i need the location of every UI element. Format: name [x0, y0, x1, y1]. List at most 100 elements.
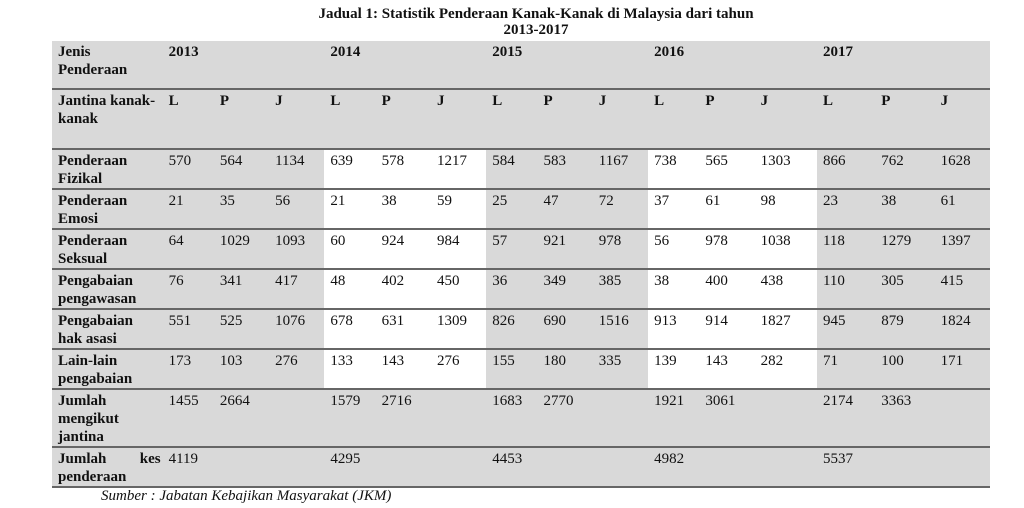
gender-header: P — [213, 89, 270, 150]
gender-header: L — [816, 89, 876, 150]
table-cell: 826 — [486, 309, 538, 350]
table-cell: 48 — [324, 269, 376, 310]
table-row: Pengabaian pengawasan 76 341 417 48 402 450 36 3… — [52, 269, 990, 310]
table-cell: 60 — [324, 229, 376, 270]
table-cell: 341 — [213, 269, 270, 310]
table-cell: 1683 — [486, 389, 538, 448]
table-cell: 21 — [162, 189, 214, 230]
table-cell: 1455 — [162, 389, 214, 448]
table-cell: 631 — [375, 309, 431, 350]
table-cell: 47 — [537, 189, 593, 230]
table-cell: 61 — [934, 189, 990, 230]
table-cell: 639 — [324, 149, 376, 190]
row-label: Jenis Penderaan — [52, 41, 163, 90]
table-cell: 98 — [754, 189, 817, 230]
table-cell: 139 — [648, 349, 700, 390]
table-cell: 565 — [699, 149, 755, 190]
table-cell: 349 — [537, 269, 593, 310]
table-cell: 23 — [816, 189, 876, 230]
table-cell: 61 — [699, 189, 755, 230]
table-cell: 1038 — [754, 229, 817, 270]
table-cell: 584 — [486, 149, 538, 190]
table-cell: 914 — [699, 309, 755, 350]
table-cell: 2770 — [537, 389, 593, 448]
table-cell: 1824 — [934, 309, 990, 350]
year-header: 2017 — [816, 41, 990, 90]
table-cell: 35 — [213, 189, 270, 230]
table-cell: 4982 — [648, 447, 817, 488]
table-cell: 173 — [162, 349, 214, 390]
table-cell: 1076 — [269, 309, 325, 350]
table-cell: 276 — [430, 349, 487, 390]
table-cell: 1134 — [269, 149, 325, 190]
gender-header: P — [537, 89, 593, 150]
table-cell: 76 — [162, 269, 214, 310]
table-cell: 978 — [699, 229, 755, 270]
table-cell: 762 — [875, 149, 935, 190]
year-header: 2016 — [648, 41, 817, 90]
table-cell: 385 — [592, 269, 649, 310]
row-label: Jumlah mengikut jantina — [52, 389, 163, 448]
gender-header: L — [324, 89, 376, 150]
total-gender-row: Jumlah mengikut jantina 1455 2664 1579 2716 1… — [52, 389, 990, 448]
table-cell: 72 — [592, 189, 649, 230]
table-cell: 551 — [162, 309, 214, 350]
row-label: Pengabaian pengawasan — [52, 269, 163, 310]
table-cell: 978 — [592, 229, 649, 270]
table-cell: 57 — [486, 229, 538, 270]
table-cell: 4119 — [162, 447, 325, 488]
row-label: Penderaan Fizikal — [52, 149, 163, 190]
table-cell: 56 — [269, 189, 325, 230]
table-cell: 984 — [430, 229, 487, 270]
table-cell: 438 — [754, 269, 817, 310]
gender-header: L — [648, 89, 700, 150]
table-cell: 1397 — [934, 229, 990, 270]
table-cell: 100 — [875, 349, 935, 390]
total-cases-row: Jumlah kes penderaan 4119 4295 4453 4982 5537 — [52, 447, 990, 488]
table-cell: 921 — [537, 229, 593, 270]
table-cell: 1217 — [430, 149, 487, 190]
table-cell: 1093 — [269, 229, 325, 270]
table-row: Pengabaian hak asasi 551 525 1076 678 631 1309… — [52, 309, 990, 350]
gender-header-row: Jantina kanak-kanak L P J L P J L P J L P J L P J — [52, 89, 990, 150]
table-cell: 690 — [537, 309, 593, 350]
table-cell: 1579 — [324, 389, 376, 448]
row-label: Lain-lain pengabaian — [52, 349, 163, 390]
gender-header: J — [430, 89, 487, 150]
title-line-1: Jadual 1: Statistik Penderaan Kanak-Kana… — [318, 6, 754, 22]
table-cell: 155 — [486, 349, 538, 390]
table-cell: 1309 — [430, 309, 487, 350]
table-cell: 400 — [699, 269, 755, 310]
table-cell: 25 — [486, 189, 538, 230]
table-cell — [754, 389, 817, 448]
table-cell: 21 — [324, 189, 376, 230]
gender-header: J — [754, 89, 817, 150]
table-cell: 1628 — [934, 149, 990, 190]
table-cell: 59 — [430, 189, 487, 230]
table-cell: 276 — [269, 349, 325, 390]
table-cell: 525 — [213, 309, 270, 350]
table-cell: 1827 — [754, 309, 817, 350]
table-cell: 578 — [375, 149, 431, 190]
table-cell: 282 — [754, 349, 817, 390]
row-label: Penderaan Seksual — [52, 229, 163, 270]
table-cell: 2174 — [816, 389, 876, 448]
table-cell: 417 — [269, 269, 325, 310]
table-cell: 56 — [648, 229, 700, 270]
row-label: Jumlah kes penderaan — [52, 447, 163, 488]
table-cell: 143 — [699, 349, 755, 390]
table-cell: 103 — [213, 349, 270, 390]
gender-header: P — [875, 89, 935, 150]
table-cell: 1516 — [592, 309, 649, 350]
table-cell: 36 — [486, 269, 538, 310]
gender-header: P — [699, 89, 755, 150]
table-cell: 415 — [934, 269, 990, 310]
table-cell: 450 — [430, 269, 487, 310]
gender-header: P — [375, 89, 431, 150]
source-note: Sumber : Jabatan Kebajikan Masyarakat (J… — [101, 488, 392, 504]
table-cell: 37 — [648, 189, 700, 230]
year-header: 2015 — [486, 41, 649, 90]
table-cell — [269, 389, 325, 448]
table-cell: 71 — [816, 349, 876, 390]
table-row: Lain-lain pengabaian 173 103 276 133 143 276 15… — [52, 349, 990, 390]
